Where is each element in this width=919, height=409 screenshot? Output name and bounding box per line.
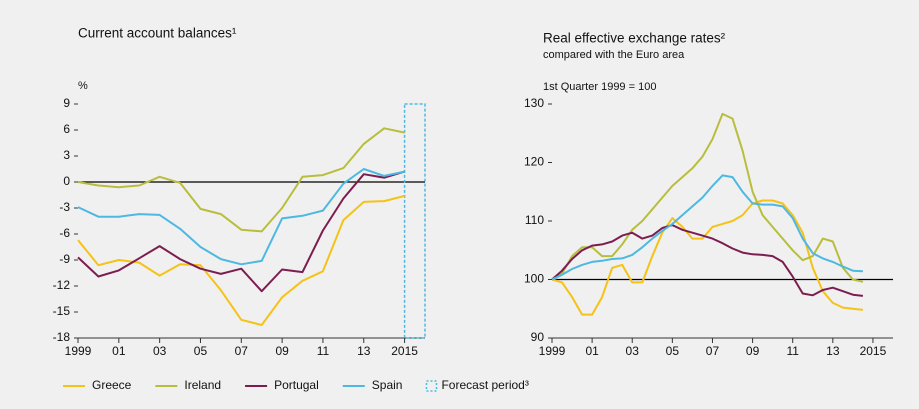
legend-label: Spain <box>372 378 403 392</box>
x-tick-label: 1999 <box>539 344 566 358</box>
y-axis-label: % <box>78 80 88 92</box>
chart-title: Current account balances¹ <box>78 26 237 41</box>
y-tick-label: 130 <box>524 96 544 110</box>
y-tick-label: -9 <box>59 252 70 266</box>
series-line <box>77 168 405 266</box>
legend-label: Portugal <box>274 378 319 392</box>
x-tick-label: 13 <box>826 344 840 358</box>
y-tick-label: 0 <box>63 174 70 188</box>
x-tick-label: 13 <box>357 344 371 358</box>
x-tick-label: 2015 <box>391 344 418 358</box>
y-tick-label: 9 <box>63 96 70 110</box>
y-tick-label: -18 <box>53 330 71 344</box>
chart-subtitle: compared with the Euro area <box>543 49 685 61</box>
x-tick-label: 09 <box>275 344 289 358</box>
x-tick-label: 05 <box>666 344 680 358</box>
legend-swatch <box>425 380 438 392</box>
x-tick-label: 03 <box>153 344 167 358</box>
x-tick-label: 07 <box>706 344 720 358</box>
y-tick-label: -15 <box>53 304 71 318</box>
x-tick-label: 1999 <box>65 344 92 358</box>
series-line <box>551 112 864 283</box>
y-tick-label: -3 <box>59 200 70 214</box>
x-tick-label: 03 <box>626 344 640 358</box>
x-tick-label: 09 <box>746 344 760 358</box>
x-tick-label: 11 <box>317 344 330 358</box>
forecast-box <box>403 103 426 339</box>
x-tick-label: 01 <box>112 344 126 358</box>
legend-label: Ireland <box>184 378 221 392</box>
y-tick-label: 90 <box>531 330 545 344</box>
legend-label: Forecast period³ <box>441 378 528 392</box>
x-tick-label: 05 <box>194 344 208 358</box>
chart-title: Real effective exchange rates² <box>543 31 726 46</box>
y-tick-label: 3 <box>63 148 70 162</box>
series-line <box>77 127 405 233</box>
series-line <box>551 199 864 316</box>
y-tick-label: -6 <box>59 226 70 240</box>
y-tick-label: 6 <box>63 122 70 136</box>
x-tick-label: 01 <box>585 344 599 358</box>
y-tick-label: -12 <box>53 278 71 292</box>
x-tick-label: 11 <box>786 344 799 358</box>
y-tick-label: 120 <box>524 155 544 169</box>
series-line <box>551 224 864 297</box>
y-tick-label: 100 <box>524 272 544 286</box>
x-tick-label: 2015 <box>860 344 887 358</box>
x-tick-label: 07 <box>235 344 249 358</box>
series-line <box>77 170 405 293</box>
legend-label: Greece <box>92 378 132 392</box>
y-tick-label: 110 <box>525 213 544 227</box>
note: 1st Quarter 1999 = 100 <box>543 81 656 93</box>
series-line <box>551 174 863 281</box>
